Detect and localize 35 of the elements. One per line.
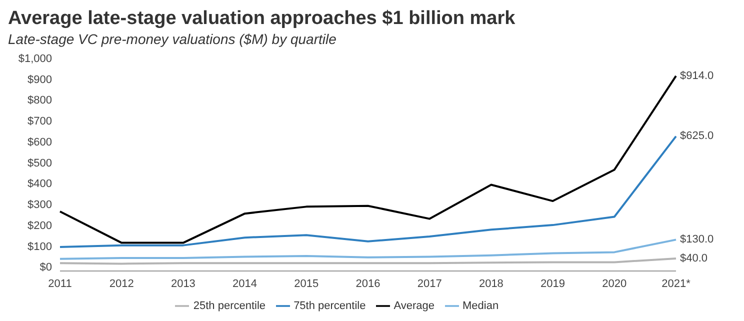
x-tick-label: 2020 [602, 278, 627, 290]
legend-label: Median [462, 300, 499, 312]
y-tick-label: $300 [28, 199, 52, 212]
x-tick-label: 2019 [540, 278, 566, 290]
x-tick-label: 2016 [356, 278, 380, 290]
x-tick-label: 2018 [478, 278, 504, 290]
data-label: $625.0 [680, 130, 714, 142]
x-tick-label: 2012 [109, 278, 134, 290]
chart-subtitle: Late-stage VC pre-money valuations ($M) by quartile [8, 30, 338, 48]
y-tick-label: $800 [28, 94, 52, 107]
y-tick-label: $400 [28, 178, 52, 190]
x-tick-label: 2017 [417, 278, 442, 290]
y-tick-label: $1,000 [18, 52, 52, 65]
x-tick-label: 2014 [232, 278, 258, 290]
x-tick-label: 2015 [294, 278, 319, 290]
chart-title: Average late-stage valuation approaches $1 billion mark [8, 8, 516, 30]
y-tick-label: $500 [28, 157, 52, 170]
y-tick-label: $0 [40, 262, 52, 274]
data-label: $914.0 [680, 70, 714, 82]
legend-label: 25th percentile [193, 300, 266, 312]
line-series [59, 135, 677, 248]
x-tick-label: 2021* [662, 278, 692, 290]
legend-label: 75th percentile [294, 300, 366, 312]
data-label: $130.0 [680, 234, 714, 246]
line-series [59, 238, 677, 260]
y-tick-label: $200 [28, 220, 52, 232]
y-tick-label: $600 [28, 136, 52, 148]
y-tick-label: $900 [28, 74, 52, 86]
data-label: $40.0 [680, 252, 708, 264]
y-tick-label: $100 [28, 240, 52, 253]
legend-label: Average [394, 300, 435, 312]
y-tick-label: $700 [28, 116, 52, 128]
x-tick-label: 2011 [48, 278, 72, 290]
line-series [59, 74, 677, 244]
x-tick-label: 2013 [170, 278, 196, 290]
